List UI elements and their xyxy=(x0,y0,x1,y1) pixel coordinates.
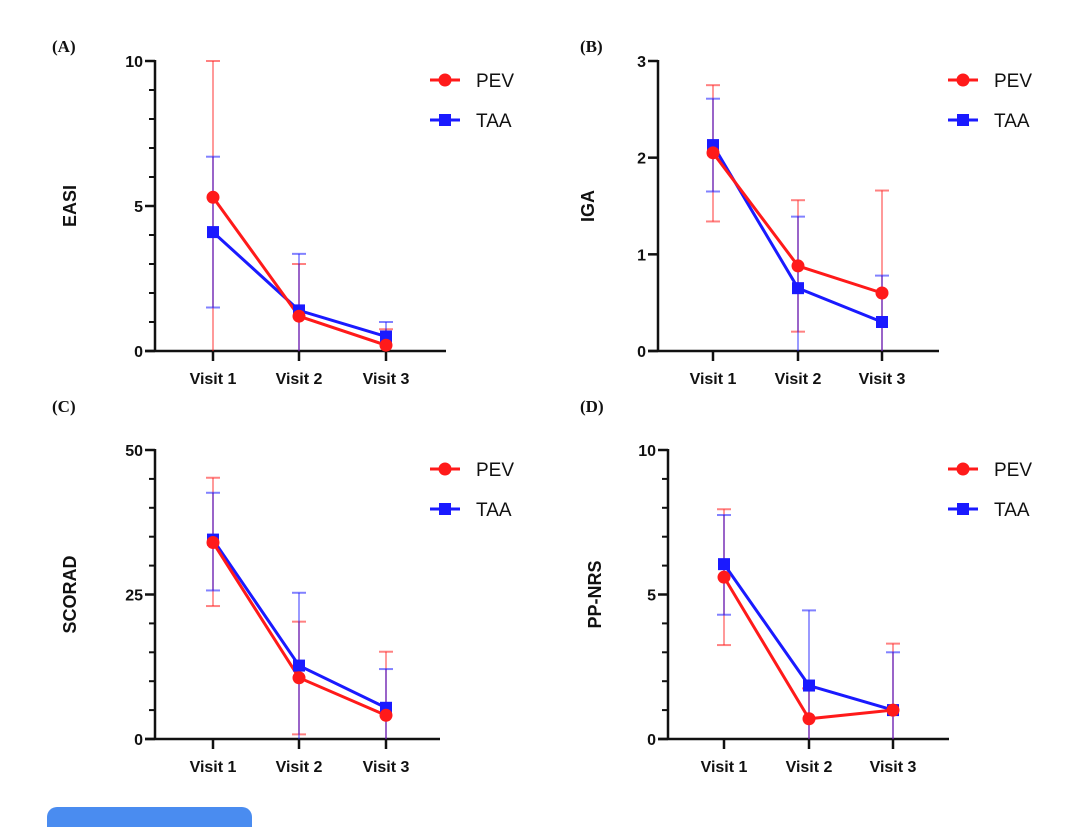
data-point-pev xyxy=(802,712,816,726)
legend-marker-circle-icon xyxy=(438,462,452,476)
y-tick-label: 3 xyxy=(637,54,646,71)
y-tick-label: 5 xyxy=(134,199,143,216)
panel-label: (C) xyxy=(52,397,76,416)
panel-label: (A) xyxy=(52,37,76,56)
x-tick-label: Visit 1 xyxy=(190,759,237,776)
data-point-taa xyxy=(293,659,305,672)
y-tick-label: 1 xyxy=(637,247,646,264)
chart-panel-b: (B) 0 1 2 3 Visit 1 Visit 2 Visit 3 IGA PEV TAA xyxy=(578,37,1032,388)
legend-label-pev: PEV xyxy=(994,460,1032,481)
x-tick-label: Visit 2 xyxy=(276,759,323,776)
series-taa-errorbars xyxy=(717,514,900,739)
legend: PEV TAA xyxy=(430,71,514,132)
data-point-pev xyxy=(717,570,731,584)
legend-marker-circle-icon xyxy=(956,73,970,87)
data-point-pev xyxy=(875,286,889,300)
legend-marker-circle-icon xyxy=(956,462,970,476)
y-tick-label: 50 xyxy=(125,443,143,460)
chart-panel-a: (A) 0 5 10 Visit 1 Visit 2 Visit 3 EASI PEV TAA xyxy=(52,37,514,388)
y-tick-label: 10 xyxy=(125,54,143,71)
legend: PEV TAA xyxy=(430,460,514,521)
x-tick-label: Visit 3 xyxy=(363,759,410,776)
x-tick-label: Visit 2 xyxy=(786,759,833,776)
legend: PEV TAA xyxy=(948,460,1032,521)
legend-label-pev: PEV xyxy=(994,71,1032,92)
data-point-taa xyxy=(718,558,730,571)
data-point-pev xyxy=(292,309,306,323)
legend-label-taa: TAA xyxy=(476,111,512,132)
legend-label-pev: PEV xyxy=(476,460,514,481)
data-point-taa xyxy=(207,226,219,239)
data-point-pev xyxy=(292,671,306,685)
legend-marker-square-icon xyxy=(439,503,451,515)
x-tick-label: Visit 1 xyxy=(190,371,237,388)
bottom-action-button[interactable] xyxy=(47,807,252,827)
x-tick-label: Visit 3 xyxy=(870,759,917,776)
series-taa-errorbars xyxy=(206,491,393,739)
y-tick-label: 25 xyxy=(125,588,143,605)
data-point-taa xyxy=(792,282,804,295)
data-point-taa xyxy=(803,679,815,692)
legend-marker-square-icon xyxy=(957,114,969,126)
legend-marker-circle-icon xyxy=(438,73,452,87)
data-point-pev xyxy=(706,146,720,160)
y-tick-label: 5 xyxy=(647,588,656,605)
data-point-pev xyxy=(791,259,805,273)
y-axis-title: SCORAD xyxy=(60,555,80,633)
y-tick-label: 2 xyxy=(637,151,646,168)
y-tick-label: 10 xyxy=(638,443,656,460)
legend-marker-square-icon xyxy=(439,114,451,126)
legend: PEV TAA xyxy=(948,71,1032,132)
x-tick-label: Visit 1 xyxy=(690,371,737,388)
legend-label-taa: TAA xyxy=(994,111,1030,132)
panel-label: (D) xyxy=(580,397,604,416)
y-tick-label: 0 xyxy=(647,732,656,749)
panel-label: (B) xyxy=(580,37,603,56)
data-point-pev xyxy=(379,338,393,352)
x-tick-label: Visit 3 xyxy=(363,371,410,388)
y-axis-title: EASI xyxy=(60,185,80,227)
y-tick-label: 0 xyxy=(134,732,143,749)
legend-marker-square-icon xyxy=(957,503,969,515)
data-point-pev xyxy=(206,535,220,549)
y-axis-title: PP-NRS xyxy=(585,560,605,628)
chart-panel-c: (C) 0 25 50 Visit 1 Visit 2 Visit 3 SCORAD PEV TA… xyxy=(52,397,514,776)
x-tick-label: Visit 3 xyxy=(859,371,906,388)
y-tick-label: 0 xyxy=(134,344,143,361)
x-tick-label: Visit 2 xyxy=(775,371,822,388)
x-tick-label: Visit 2 xyxy=(276,371,323,388)
legend-label-taa: TAA xyxy=(476,500,512,521)
legend-label-taa: TAA xyxy=(994,500,1030,521)
x-tick-label: Visit 1 xyxy=(701,759,748,776)
data-point-taa xyxy=(876,316,888,328)
data-point-pev xyxy=(379,708,393,722)
chart-panel-d: (D) 0 5 10 Visit 1 Visit 2 Visit 3 PP-NRS PEV TAA xyxy=(580,397,1032,776)
data-point-pev xyxy=(886,703,900,717)
legend-label-pev: PEV xyxy=(476,71,514,92)
series-taa-errorbars xyxy=(206,155,393,351)
y-tick-label: 0 xyxy=(637,344,646,361)
y-axis-title: IGA xyxy=(578,190,598,222)
data-point-pev xyxy=(206,190,220,204)
